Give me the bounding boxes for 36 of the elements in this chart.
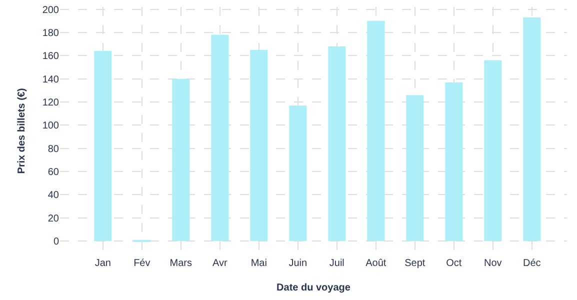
- x-tick-label: Août: [366, 258, 386, 269]
- bar: [523, 17, 541, 242]
- bar: [289, 106, 307, 242]
- bar: [406, 95, 424, 242]
- y-axis-title: Prix des billets (€): [16, 88, 28, 174]
- x-tick-label: Juin: [288, 258, 308, 269]
- x-tick-label: Oct: [446, 258, 462, 269]
- y-tick-label: 160: [42, 51, 60, 62]
- x-tick-label: Sept: [404, 258, 426, 269]
- bar: [328, 46, 346, 242]
- x-tick-label: Mars: [170, 258, 192, 269]
- x-tick-label: Avr: [212, 258, 228, 269]
- y-tick-label: 80: [48, 144, 60, 155]
- y-tick-label: 0: [53, 236, 60, 248]
- x-tick-label: Mai: [250, 258, 267, 269]
- x-tick-label: Nov: [484, 258, 502, 269]
- x-tick-label: Jan: [94, 258, 111, 269]
- y-tick-label: 100: [42, 120, 60, 132]
- y-tick-label: 60: [48, 167, 60, 178]
- bar: [172, 78, 190, 242]
- x-tick-label: Déc: [523, 258, 541, 269]
- bar: [211, 34, 229, 242]
- bar: [445, 82, 463, 242]
- y-tick-label: 40: [48, 190, 60, 202]
- y-tick-label: 140: [42, 74, 60, 86]
- x-tick-label: Fév: [134, 258, 150, 269]
- bar: [94, 51, 112, 242]
- bar: [367, 20, 385, 242]
- y-tick-label: 120: [42, 98, 60, 109]
- y-tick-label: 180: [42, 28, 60, 39]
- bar: [484, 60, 502, 242]
- y-tick-label: 20: [48, 213, 60, 224]
- bar: [250, 50, 268, 242]
- y-tick-label: 200: [42, 4, 60, 16]
- x-axis-title: Date du voyage: [276, 282, 351, 294]
- x-tick-label: Juil: [329, 258, 344, 269]
